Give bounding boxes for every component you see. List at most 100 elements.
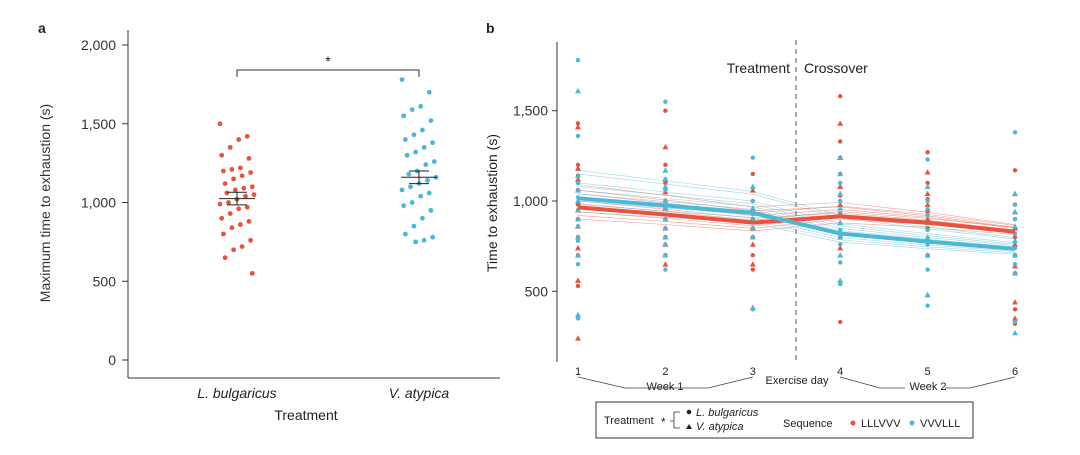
panel-b-individual-line-blue: [577, 189, 1016, 246]
panel-b-x-tick-label: 3: [750, 366, 756, 378]
panel-a-point: [430, 234, 435, 240]
panel-b-individual-line-red: [577, 189, 1016, 228]
panel-b-point-triangle-blue: [1012, 223, 1018, 229]
crossover-annotation: Crossover: [804, 60, 868, 76]
panel-b-point-circle-blue: [575, 57, 581, 63]
panel-b-point-triangle-red: [575, 123, 581, 130]
panel-a-point: [431, 159, 437, 164]
panel-b-point-circle-blue: [838, 281, 843, 287]
panel-b-x-tick-label: 5: [925, 366, 931, 378]
panel-a-point: [248, 237, 254, 243]
panel-b-point-triangle-blue: [837, 219, 844, 226]
panel-b-point-circle-red: [575, 162, 581, 168]
panel-a-point: [231, 247, 237, 253]
panel-b-point-circle-blue: [838, 227, 843, 233]
panel-b-point-circle-red: [750, 252, 755, 258]
panel-a-point: [224, 190, 230, 196]
panel-a-point: [403, 137, 408, 142]
panel-b-point-circle-blue: [575, 238, 581, 243]
panel-b-point-circle-blue: [838, 260, 843, 265]
panel-a-point: [401, 113, 407, 119]
panel-b-point-triangle-blue: [837, 234, 844, 240]
panel-b-point-triangle-blue: [662, 252, 669, 258]
panel-b-point-circle-red: [838, 94, 843, 99]
panel-a-point: [217, 201, 223, 207]
legend-treatment-item-1: L. bulgaricus: [696, 407, 759, 419]
panel-a-point: [248, 170, 254, 175]
legend-sequence-marker-blue: [909, 420, 915, 426]
panel-a-error-bars: [219, 170, 437, 206]
panel-a-point: [232, 187, 238, 193]
panel-a-point: [243, 193, 248, 199]
panel-a-point: [239, 244, 245, 250]
panel-b-point-triangle-blue: [575, 172, 581, 179]
week2-label: Week 2: [909, 381, 946, 393]
panel-b-point-triangle-red: [749, 261, 756, 267]
significance-bracket: [236, 69, 420, 77]
panel-b-x-tick-label: 6: [1012, 366, 1018, 378]
panel-a-point: [403, 231, 408, 237]
panel-b-x-tick-label: 1: [575, 366, 581, 378]
legend-sequence-title: Sequence: [783, 418, 833, 430]
panel-b-x-tick-label: 4: [837, 366, 843, 378]
panel-a-y-tick-label: 0: [108, 352, 116, 368]
panel-a-point: [226, 200, 231, 205]
panel-b-point-triangle-blue: [749, 205, 756, 211]
panel-b-point-circle-blue: [663, 177, 668, 182]
panel-a-point: [249, 184, 255, 190]
panel-b-point-triangle-red: [662, 143, 669, 150]
panel-b-point-triangle-blue: [837, 252, 844, 258]
panel-b: b 500 1,000 1,500 Time to exhaustion (s) T…: [484, 20, 1018, 439]
legend-treatment-bracket: [670, 411, 680, 429]
week2-bracket-left: [839, 376, 905, 389]
panel-a-point: [229, 167, 235, 172]
panel-a-point: [428, 207, 434, 213]
panel-b-point-circle-blue: [925, 267, 930, 272]
panel-b-y-label: Time to exhaustion (s): [484, 134, 500, 272]
panel-a-point: [404, 152, 410, 158]
panel-a-point: [399, 187, 405, 193]
panel-b-point-triangle-blue: [1012, 190, 1018, 197]
panel-a-point: [426, 190, 432, 196]
panel-b-point-circle-red: [663, 162, 668, 168]
panel-a-point: [423, 162, 429, 168]
panel-b-point-triangle-red: [837, 183, 844, 189]
panel-b-point-circle-blue: [1012, 130, 1018, 135]
panel-b-point-triangle-blue: [749, 216, 756, 222]
panel-b-point-circle-blue: [838, 180, 843, 186]
panel-b-point-triangle-red: [575, 244, 581, 251]
panel-a-point: [421, 237, 427, 243]
panel-b-point-circle-blue: [838, 155, 843, 160]
panel-b-point-circle-blue: [925, 157, 930, 162]
panel-a-point: [426, 89, 432, 95]
panel-a-y-tick-label: 500: [93, 273, 117, 289]
panel-b-point-circle-red: [1012, 307, 1018, 312]
legend-treatment-star: *: [661, 415, 666, 429]
panel-b-point-circle-red: [663, 108, 668, 113]
panel-b-point-triangle-blue: [1012, 252, 1018, 258]
panel-b-point-triangle-blue: [575, 187, 581, 193]
panel-b-point-triangle-blue: [924, 252, 931, 258]
panel-b-point-circle-blue: [663, 187, 668, 193]
panel-b-point-triangle-blue: [924, 291, 931, 298]
panel-b-x-ticks: 1 2 3 4 5 6: [575, 366, 1018, 378]
panel-b-point-circle-red: [1012, 168, 1018, 173]
panel-b-point-triangle-red: [837, 120, 844, 126]
panel-b-x-tick-label: 2: [662, 366, 668, 378]
panel-b-y-ticks: 500 1,000 1,500: [513, 103, 557, 299]
panel-b-point-triangle-blue: [1012, 237, 1018, 244]
panel-a-point: [236, 137, 242, 142]
panel-b-mean-lines: [577, 196, 1016, 251]
panel-a-y-tick-label: 1,000: [81, 195, 116, 211]
legend-triangle-marker: [686, 424, 692, 429]
panel-b-point-circle-blue: [575, 133, 581, 139]
legend-sequence-item-2: VVVLLL: [920, 418, 960, 430]
panel-b-point-triangle-blue: [1012, 270, 1018, 276]
panel-b-point-triangle-blue: [1012, 329, 1018, 336]
panel-b-point-triangle-blue: [924, 183, 931, 189]
panel-a-point: [244, 204, 250, 210]
panel-b-individual-line-red: [577, 193, 1016, 226]
panel-b-y-tick-label: 500: [525, 283, 549, 299]
panel-a-point: [418, 193, 424, 199]
panel-a-point: [222, 181, 228, 187]
